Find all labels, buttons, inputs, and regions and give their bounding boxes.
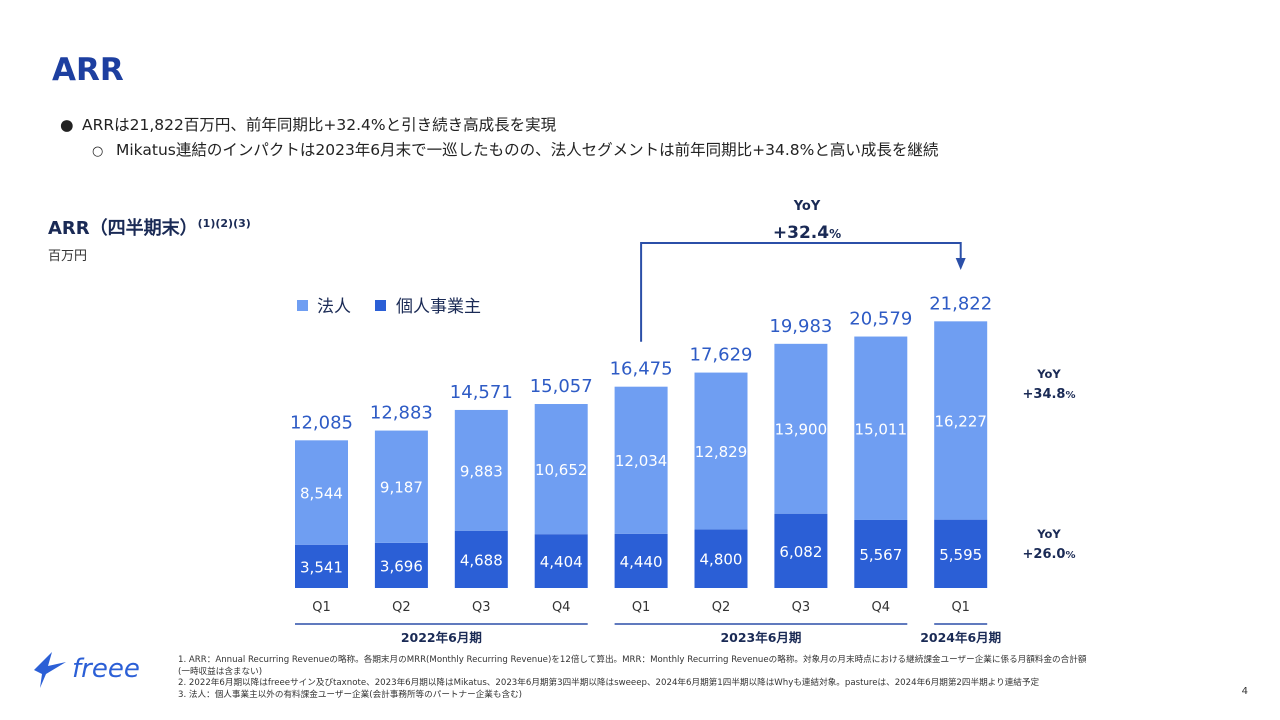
yoy-individual-value: +26.0% [1023, 547, 1076, 562]
yoy-corporate-value: +34.8% [1023, 387, 1076, 402]
legend-label-individual: 個人事業主 [396, 297, 481, 317]
bullet-1-marker: ● [60, 116, 74, 134]
bar-individual [295, 544, 348, 588]
x-tick-label: Q2 [712, 600, 731, 615]
footnotes: 1. ARR：Annual Recurring Revenueの略称。各期末月の… [178, 655, 1228, 701]
x-tick-label: Q1 [951, 600, 970, 615]
legend-label-corporate: 法人 [317, 297, 351, 317]
bar-individual [374, 542, 428, 588]
bar-corporate [694, 372, 748, 530]
yoy-total-value: +32.4% [773, 223, 841, 243]
label-total: 20,579 [849, 309, 912, 330]
x-tick-label: Q3 [792, 600, 811, 615]
chart-title-text: ARR（四半期末） [48, 218, 198, 239]
x-tick-label: Q4 [872, 600, 891, 615]
page-number: 4 [1241, 686, 1248, 697]
bar-corporate [534, 404, 588, 535]
bar-corporate [774, 343, 828, 514]
label-corporate: 9,883 [460, 462, 503, 480]
label-corporate: 10,652 [535, 461, 588, 479]
bar-individual [534, 534, 588, 588]
label-corporate: 12,034 [615, 452, 668, 470]
logo-text: freee [72, 654, 140, 684]
legend-swatch-individual [375, 300, 386, 311]
group-label: 2023年6月期 [720, 630, 801, 645]
label-individual: 4,440 [620, 553, 663, 571]
footnote-2: 2. 2022年6月期以降はfreeeサイン及びtaxnote、2023年6月期… [178, 678, 1040, 688]
bullet-2-text: Mikatus連結のインパクトは2023年6月末で一巡したものの、法人セグメント… [116, 141, 939, 159]
bar-corporate [934, 321, 988, 520]
footnote-1: 1. ARR：Annual Recurring Revenueの略称。各期末月の… [178, 655, 1087, 665]
label-corporate: 16,227 [934, 412, 987, 430]
bar-corporate [614, 386, 668, 534]
label-total: 17,629 [690, 345, 753, 366]
label-individual: 4,800 [700, 551, 743, 569]
bullet-2-marker: ○ [92, 144, 104, 159]
chart-title: ARR（四半期末）(1)(2)(3) [48, 214, 251, 240]
label-total: 14,571 [450, 382, 513, 403]
label-individual: 3,541 [300, 558, 343, 576]
freee-logo: freee [34, 652, 140, 688]
yoy-corporate-label: YoY [1036, 367, 1061, 381]
label-corporate: 12,829 [695, 443, 748, 461]
bullet-2: ○ Mikatus連結のインパクトは2023年6月末で一巡したものの、法人セグメン… [92, 138, 938, 160]
label-corporate: 15,011 [855, 420, 908, 438]
yoy-arrowhead [955, 258, 966, 270]
label-individual: 5,595 [939, 546, 982, 564]
bar-individual [774, 513, 828, 588]
bar-individual [854, 519, 908, 588]
label-individual: 4,688 [460, 551, 503, 569]
bar-individual [614, 533, 668, 588]
label-total: 16,475 [610, 359, 673, 380]
label-individual: 6,082 [779, 543, 822, 561]
label-total: 12,085 [290, 412, 353, 433]
label-corporate: 8,544 [300, 485, 343, 503]
x-tick-label: Q3 [472, 600, 491, 615]
label-individual: 3,696 [380, 557, 423, 575]
x-tick-label: Q1 [632, 600, 651, 615]
bird-icon [34, 652, 66, 688]
bar-corporate [295, 440, 348, 545]
bar-corporate [454, 409, 508, 531]
chart-unit: 百万円 [48, 249, 88, 264]
legend-swatch-corporate [297, 300, 308, 311]
label-total: 21,822 [929, 293, 992, 314]
bar-corporate [854, 336, 908, 520]
label-corporate: 13,900 [775, 421, 828, 439]
bullet-1-text: ARRは21,822百万円、前年同期比+32.4%と引き続き高成長を実現 [82, 116, 557, 134]
bar-individual [454, 530, 508, 588]
chart-title-footnote-refs: (1)(2)(3) [197, 217, 251, 230]
bar-individual [934, 519, 988, 588]
label-corporate: 9,187 [380, 479, 423, 497]
label-individual: 4,404 [540, 553, 583, 571]
x-tick-label: Q2 [392, 600, 411, 615]
footnote-1-cont: (一時収益は含まない) [178, 666, 263, 677]
bar-individual [694, 529, 748, 588]
yoy-bracket [640, 242, 962, 342]
yoy-individual-label: YoY [1036, 527, 1061, 541]
label-total: 12,883 [370, 403, 433, 424]
page-title: ARR [52, 52, 124, 88]
label-total: 19,983 [769, 316, 832, 337]
group-label: 2022年6月期 [401, 630, 482, 645]
yoy-total-label: YoY [793, 199, 821, 214]
bullet-1: ● ARRは21,822百万円、前年同期比+32.4%と引き続き高成長を実現 [60, 113, 556, 135]
group-label: 2024年6月期 [920, 630, 1001, 645]
label-total: 15,057 [530, 376, 593, 397]
bar-corporate [374, 430, 428, 543]
x-tick-label: Q1 [312, 600, 331, 615]
footnote-3: 3. 法人：個人事業主以外の有料課金ユーザー企業(会計事務所等のパートナー企業も… [178, 689, 523, 700]
label-individual: 5,567 [859, 546, 902, 564]
x-tick-label: Q4 [552, 600, 571, 615]
